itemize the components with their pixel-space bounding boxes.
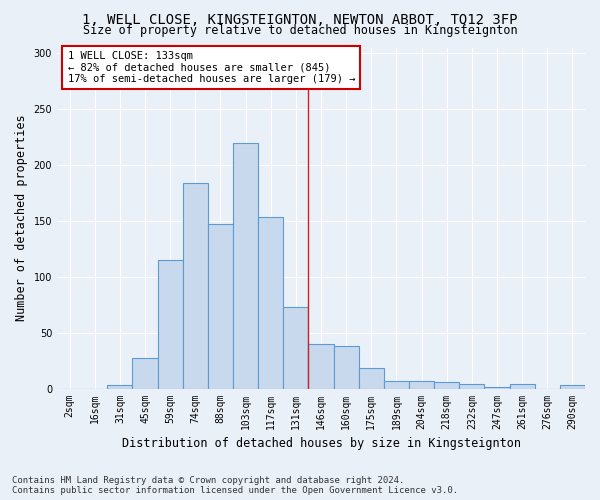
Text: 1 WELL CLOSE: 133sqm
← 82% of detached houses are smaller (845)
17% of semi-deta: 1 WELL CLOSE: 133sqm ← 82% of detached h… bbox=[68, 51, 355, 84]
X-axis label: Distribution of detached houses by size in Kingsteignton: Distribution of detached houses by size … bbox=[122, 437, 521, 450]
Bar bbox=[308, 344, 334, 389]
Bar bbox=[258, 218, 283, 388]
Bar bbox=[208, 224, 233, 388]
Bar bbox=[459, 384, 484, 388]
Text: Contains HM Land Registry data © Crown copyright and database right 2024.
Contai: Contains HM Land Registry data © Crown c… bbox=[12, 476, 458, 495]
Bar bbox=[183, 183, 208, 388]
Bar bbox=[560, 385, 585, 388]
Bar bbox=[107, 385, 133, 388]
Bar bbox=[359, 368, 384, 388]
Y-axis label: Number of detached properties: Number of detached properties bbox=[15, 114, 28, 322]
Text: Size of property relative to detached houses in Kingsteignton: Size of property relative to detached ho… bbox=[83, 24, 517, 37]
Bar bbox=[334, 346, 359, 389]
Bar bbox=[509, 384, 535, 388]
Bar bbox=[384, 380, 409, 388]
Bar bbox=[283, 307, 308, 388]
Bar bbox=[133, 358, 158, 388]
Bar bbox=[158, 260, 183, 388]
Bar bbox=[434, 382, 459, 388]
Bar bbox=[409, 380, 434, 388]
Bar bbox=[233, 142, 258, 388]
Text: 1, WELL CLOSE, KINGSTEIGNTON, NEWTON ABBOT, TQ12 3FP: 1, WELL CLOSE, KINGSTEIGNTON, NEWTON ABB… bbox=[82, 12, 518, 26]
